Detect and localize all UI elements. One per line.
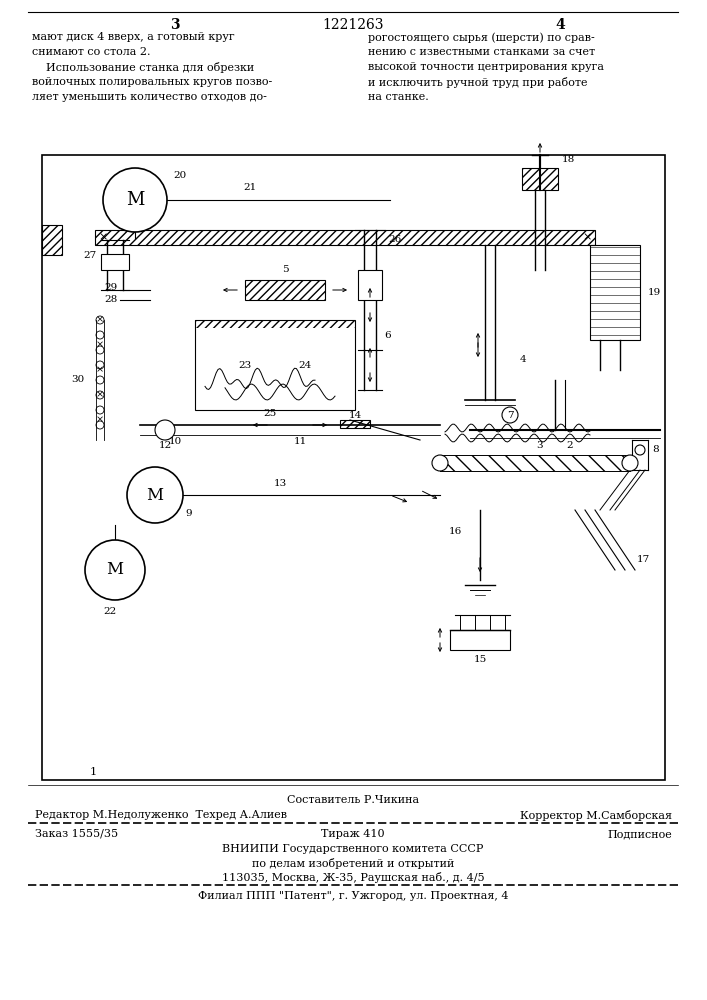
Circle shape [502, 407, 518, 423]
Text: 113035, Москва, Ж-35, Раушская наб., д. 4/5: 113035, Москва, Ж-35, Раушская наб., д. … [222, 872, 484, 883]
Text: 4: 4 [520, 356, 527, 364]
Bar [245, 280, 325, 300]
Text: 27: 27 [83, 250, 97, 259]
Text: 12: 12 [158, 440, 172, 450]
Text: ×: × [96, 340, 104, 350]
Text: 29: 29 [105, 284, 118, 292]
Text: Заказ 1555/35: Заказ 1555/35 [35, 829, 118, 839]
Text: 23: 23 [238, 360, 252, 369]
Text: 6: 6 [384, 330, 391, 340]
Text: 11: 11 [293, 438, 307, 446]
Text: М: М [146, 487, 163, 504]
Bar [450, 630, 510, 650]
Text: Редактор М.Недолуженко  Техред А.Алиев: Редактор М.Недолуженко Техред А.Алиев [35, 810, 287, 820]
Bar [358, 270, 382, 300]
Text: Тираж 410: Тираж 410 [321, 829, 385, 839]
Text: 15: 15 [474, 656, 486, 664]
Text: ×: × [96, 365, 104, 374]
Bar [95, 230, 595, 245]
Text: 1: 1 [90, 767, 97, 777]
Text: нению с известными станками за счет: нению с известными станками за счет [368, 47, 595, 57]
Text: ×: × [583, 232, 592, 242]
Text: 1221263: 1221263 [322, 18, 384, 32]
Text: 14: 14 [349, 410, 361, 420]
Text: 21: 21 [243, 184, 257, 192]
Text: 16: 16 [449, 528, 462, 536]
Text: М: М [126, 191, 144, 209]
Bar [522, 168, 558, 190]
Text: мают диск 4 вверх, а готовый круг: мают диск 4 вверх, а готовый круг [32, 32, 235, 42]
Text: на станке.: на станке. [368, 92, 428, 102]
Text: Подписное: Подписное [607, 829, 672, 839]
Bar [195, 320, 355, 410]
Text: 19: 19 [648, 288, 661, 297]
Circle shape [103, 168, 167, 232]
Text: по делам изобретений и открытий: по делам изобретений и открытий [252, 858, 454, 869]
Text: 2: 2 [567, 440, 573, 450]
Bar [42, 155, 665, 780]
Text: ×: × [96, 316, 104, 324]
Circle shape [432, 455, 448, 471]
Text: 5: 5 [281, 265, 288, 274]
Text: Использование станка для обрезки: Использование станка для обрезки [32, 62, 255, 73]
Text: и исключить ручной труд при работе: и исключить ручной труд при работе [368, 77, 588, 88]
Text: 13: 13 [274, 479, 286, 488]
Text: Составитель Р.Чикина: Составитель Р.Чикина [287, 795, 419, 805]
Text: войлочных полировальных кругов позво-: войлочных полировальных кругов позво- [32, 77, 272, 87]
Bar [440, 455, 630, 471]
Text: 25: 25 [264, 408, 276, 418]
Text: ×: × [96, 416, 104, 424]
Text: 28: 28 [105, 296, 118, 304]
Text: 20: 20 [173, 170, 186, 180]
Text: снимают со стола 2.: снимают со стола 2. [32, 47, 151, 57]
Text: 26: 26 [388, 235, 402, 244]
Text: 3: 3 [170, 18, 180, 32]
Text: 17: 17 [637, 556, 650, 564]
Bar [195, 320, 355, 328]
Text: 9: 9 [185, 508, 192, 518]
Bar [42, 225, 62, 255]
Text: 18: 18 [562, 155, 575, 164]
Text: высокой точности центрирования круга: высокой точности центрирования круга [368, 62, 604, 72]
Text: 30: 30 [71, 375, 85, 384]
Circle shape [155, 420, 175, 440]
Text: 3: 3 [537, 440, 543, 450]
Text: ВНИИПИ Государственного комитета СССР: ВНИИПИ Государственного комитета СССР [222, 844, 484, 854]
Text: ×: × [96, 390, 104, 399]
Bar [101, 254, 129, 270]
Bar [590, 245, 640, 340]
Text: ×: × [98, 232, 107, 242]
Text: 4: 4 [555, 18, 565, 32]
Text: 10: 10 [168, 438, 182, 446]
Circle shape [85, 540, 145, 600]
Text: 8: 8 [652, 446, 659, 454]
Text: Корректор М.Самборская: Корректор М.Самборская [520, 810, 672, 821]
Circle shape [622, 455, 638, 471]
Text: 22: 22 [103, 607, 117, 616]
Text: ляет уменьшить количество отходов до-: ляет уменьшить количество отходов до- [32, 92, 267, 102]
Text: Филиал ППП "Патент", г. Ужгород, ул. Проектная, 4: Филиал ППП "Патент", г. Ужгород, ул. Про… [198, 891, 508, 901]
Text: 7: 7 [507, 411, 513, 420]
Text: рогостоящего сырья (шерсти) по срав-: рогостоящего сырья (шерсти) по срав- [368, 32, 595, 43]
Circle shape [635, 445, 645, 455]
Text: М: М [107, 562, 124, 578]
Circle shape [127, 467, 183, 523]
Text: 24: 24 [298, 360, 312, 369]
Bar [340, 420, 370, 428]
